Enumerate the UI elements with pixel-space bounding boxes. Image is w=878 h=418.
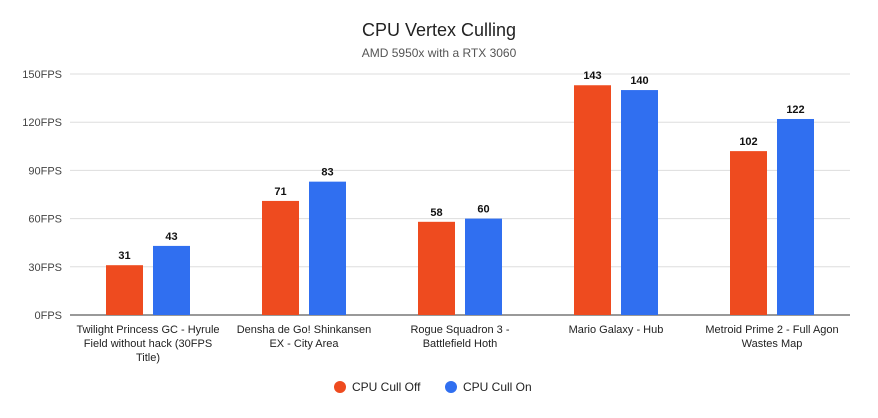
gridlines [70,73,850,316]
data-label: 140 [630,75,648,87]
data-label: 83 [321,167,333,179]
legend-swatch [334,381,346,393]
data-label: 122 [786,104,804,116]
y-tick-label: 150FPS [22,69,62,81]
bar-cpu-cull-on [777,118,814,315]
bar-cpu-cull-off [106,265,143,315]
bar-cpu-cull-on [153,245,190,315]
x-tick-label: Metroid Prime 2 - Full Agon Wastes Map [705,324,838,350]
bar-cpu-cull-off [730,151,767,315]
bar-cpu-cull-off [262,200,299,315]
y-tick-label: 0FPS [34,310,62,322]
y-tick-label: 90FPS [28,165,62,177]
bar-cpu-cull-on [309,181,346,315]
x-axis: Twilight Princess GC - Hyrule Field witho… [76,324,838,364]
x-tick-label: Densha de Go! Shinkansen EX - City Area [237,324,372,350]
bar-cpu-cull-on [621,90,658,315]
legend-label: CPU Cull Off [352,380,421,394]
x-tick-label: Twilight Princess GC - Hyrule Field witho… [76,324,219,364]
bar-cpu-cull-off [418,221,455,315]
bar-cpu-cull-on [465,218,502,315]
y-tick-label: 30FPS [28,262,62,274]
legend: CPU Cull Off CPU Cull On [334,380,532,394]
data-label: 60 [477,204,489,216]
legend-swatch [445,381,457,393]
y-tick-label: 60FPS [28,214,62,226]
x-tick-label: Rogue Squadron 3 -Battlefield Hoth [410,324,509,350]
chart-subtitle: AMD 5950x with a RTX 3060 [361,46,517,60]
data-label: 58 [430,207,442,219]
y-axis: 0FPS 30FPS 60FPS 90FPS 120FPS 150FPS [22,69,62,322]
y-tick-label: 120FPS [22,117,62,129]
bar-cpu-cull-off [574,85,611,315]
data-label: 71 [274,186,286,198]
legend-label: CPU Cull On [463,380,532,394]
data-label: 31 [118,250,130,262]
bars: 31 43 71 83 58 60 143 140 102 122 [106,70,814,315]
chart-title: CPU Vertex Culling [361,20,517,40]
x-tick-label: Mario Galaxy - Hub [569,324,664,336]
data-label: 143 [583,70,601,82]
data-label: 43 [165,231,177,243]
data-label: 102 [739,136,757,148]
